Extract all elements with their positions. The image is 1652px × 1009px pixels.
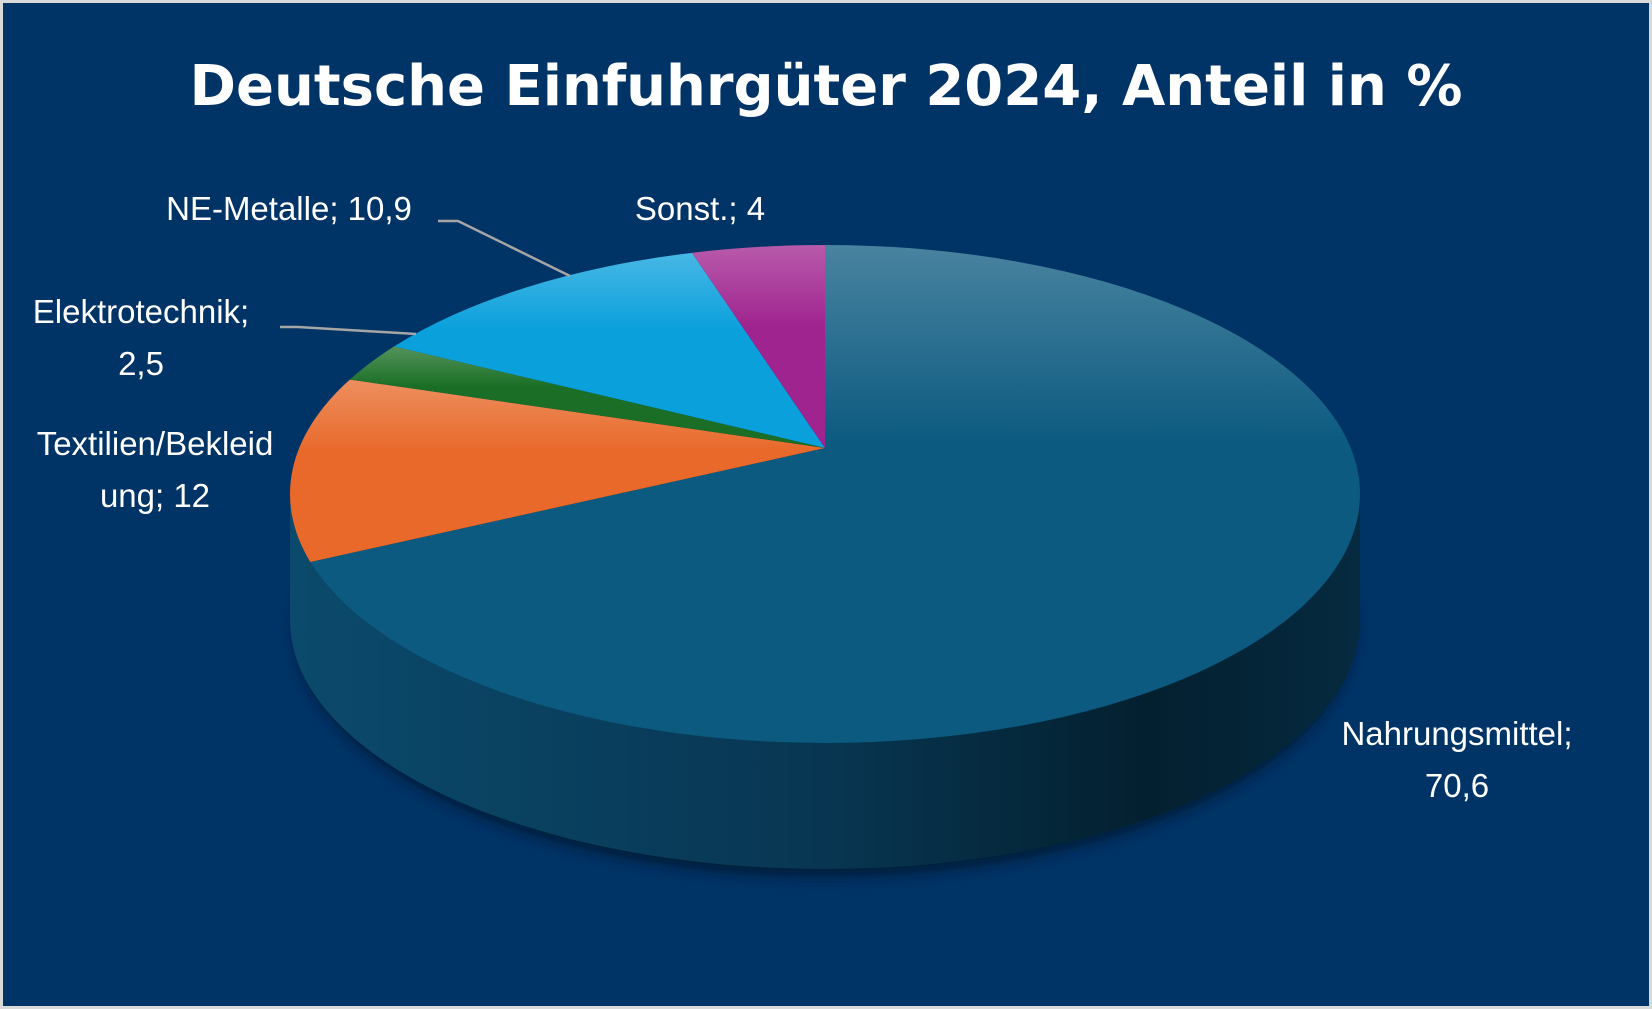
slice-highlight [310, 245, 1361, 743]
data-label: 70,6 [1425, 767, 1489, 804]
data-label: Sonst.; 4 [635, 190, 765, 227]
slice-highlight [394, 252, 825, 448]
data-label: ung; 12 [100, 477, 210, 514]
chart-title: Deutsche Einfuhrgüter 2024, Anteil in % [190, 54, 1463, 119]
slice-highlight [691, 245, 825, 448]
slice-highlight [290, 379, 825, 562]
data-label: Textilien/Bekleid [37, 425, 274, 462]
data-label: Nahrungsmittel; [1341, 715, 1572, 752]
chart-area: Deutsche Einfuhrgüter 2024, Anteil in % … [3, 3, 1649, 1006]
leader-line [280, 325, 417, 336]
data-label: Elektrotechnik; [33, 293, 249, 330]
pie-side-wall [290, 494, 1360, 869]
leader-line [438, 219, 571, 278]
data-label: NE-Metalle; 10,9 [166, 190, 412, 227]
data-label: 2,5 [118, 345, 164, 382]
slice-highlight [349, 346, 825, 448]
pie-chart: Deutsche Einfuhrgüter 2024, Anteil in % … [33, 54, 1573, 877]
